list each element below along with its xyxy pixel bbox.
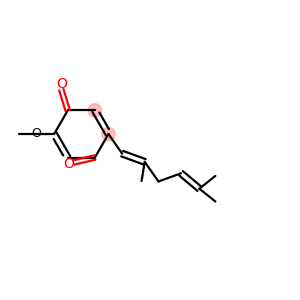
Text: O: O — [32, 127, 41, 140]
Circle shape — [102, 127, 115, 141]
Circle shape — [88, 104, 102, 117]
Text: O: O — [63, 157, 74, 171]
Text: O: O — [56, 77, 67, 91]
